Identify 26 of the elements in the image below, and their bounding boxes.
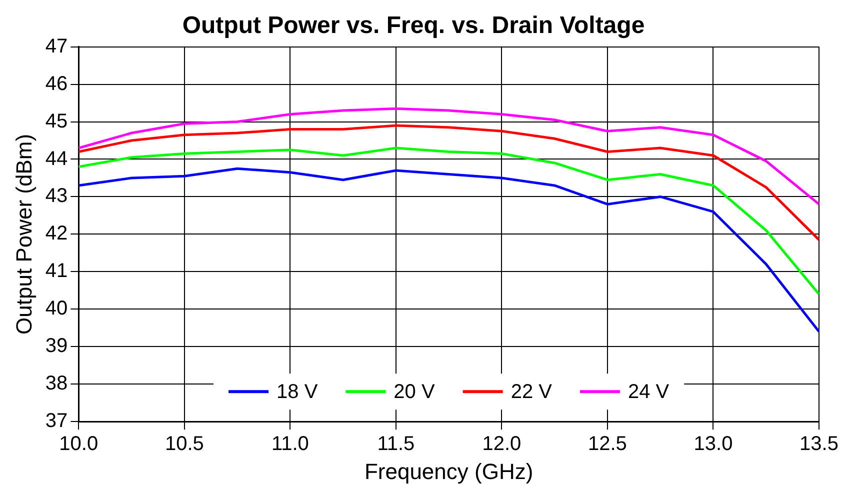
y-axis-title: Output Power (dBm) [11, 134, 36, 334]
y-tick-label: 41 [45, 260, 68, 282]
x-axis-title: Frequency (GHz) [364, 458, 534, 484]
legend-label: 20 V [394, 381, 436, 404]
y-tick-label: 44 [45, 148, 68, 170]
x-tick-label: 12.5 [588, 433, 627, 456]
y-tick-label: 40 [45, 298, 68, 320]
x-tick-label: 10.5 [164, 433, 204, 456]
x-tick-label: 13.5 [800, 433, 838, 456]
y-tick-label: 37 [45, 410, 68, 432]
y-tick-label: 43 [45, 185, 68, 208]
y-tick-label: 38 [45, 372, 68, 395]
y-tick-label: 47 [45, 35, 68, 58]
legend-label: 22 V [510, 381, 553, 404]
y-tick-label: 39 [45, 335, 68, 358]
legend-label: 24 V [628, 381, 670, 404]
chart-title: Output Power vs. Freq. vs. Drain Voltage [182, 12, 645, 40]
y-tick-label: 46 [45, 72, 68, 95]
x-tick-label: 13.0 [694, 433, 733, 456]
y-tick-label: 45 [45, 110, 68, 132]
x-tick-label: 11.5 [377, 433, 415, 456]
legend-label: 18 V [276, 381, 318, 404]
x-tick-label: 12.0 [482, 433, 522, 456]
x-tick-label: 11.0 [271, 433, 309, 456]
x-tick-label: 10.0 [59, 433, 98, 456]
y-tick-label: 42 [45, 222, 68, 245]
